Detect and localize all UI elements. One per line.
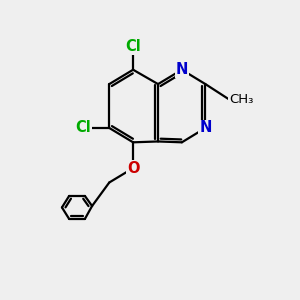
Text: N: N	[199, 121, 212, 136]
Text: Cl: Cl	[125, 39, 141, 54]
Text: Cl: Cl	[76, 121, 91, 136]
Text: O: O	[127, 160, 139, 175]
Text: N: N	[176, 62, 188, 77]
Text: CH₃: CH₃	[229, 93, 253, 106]
